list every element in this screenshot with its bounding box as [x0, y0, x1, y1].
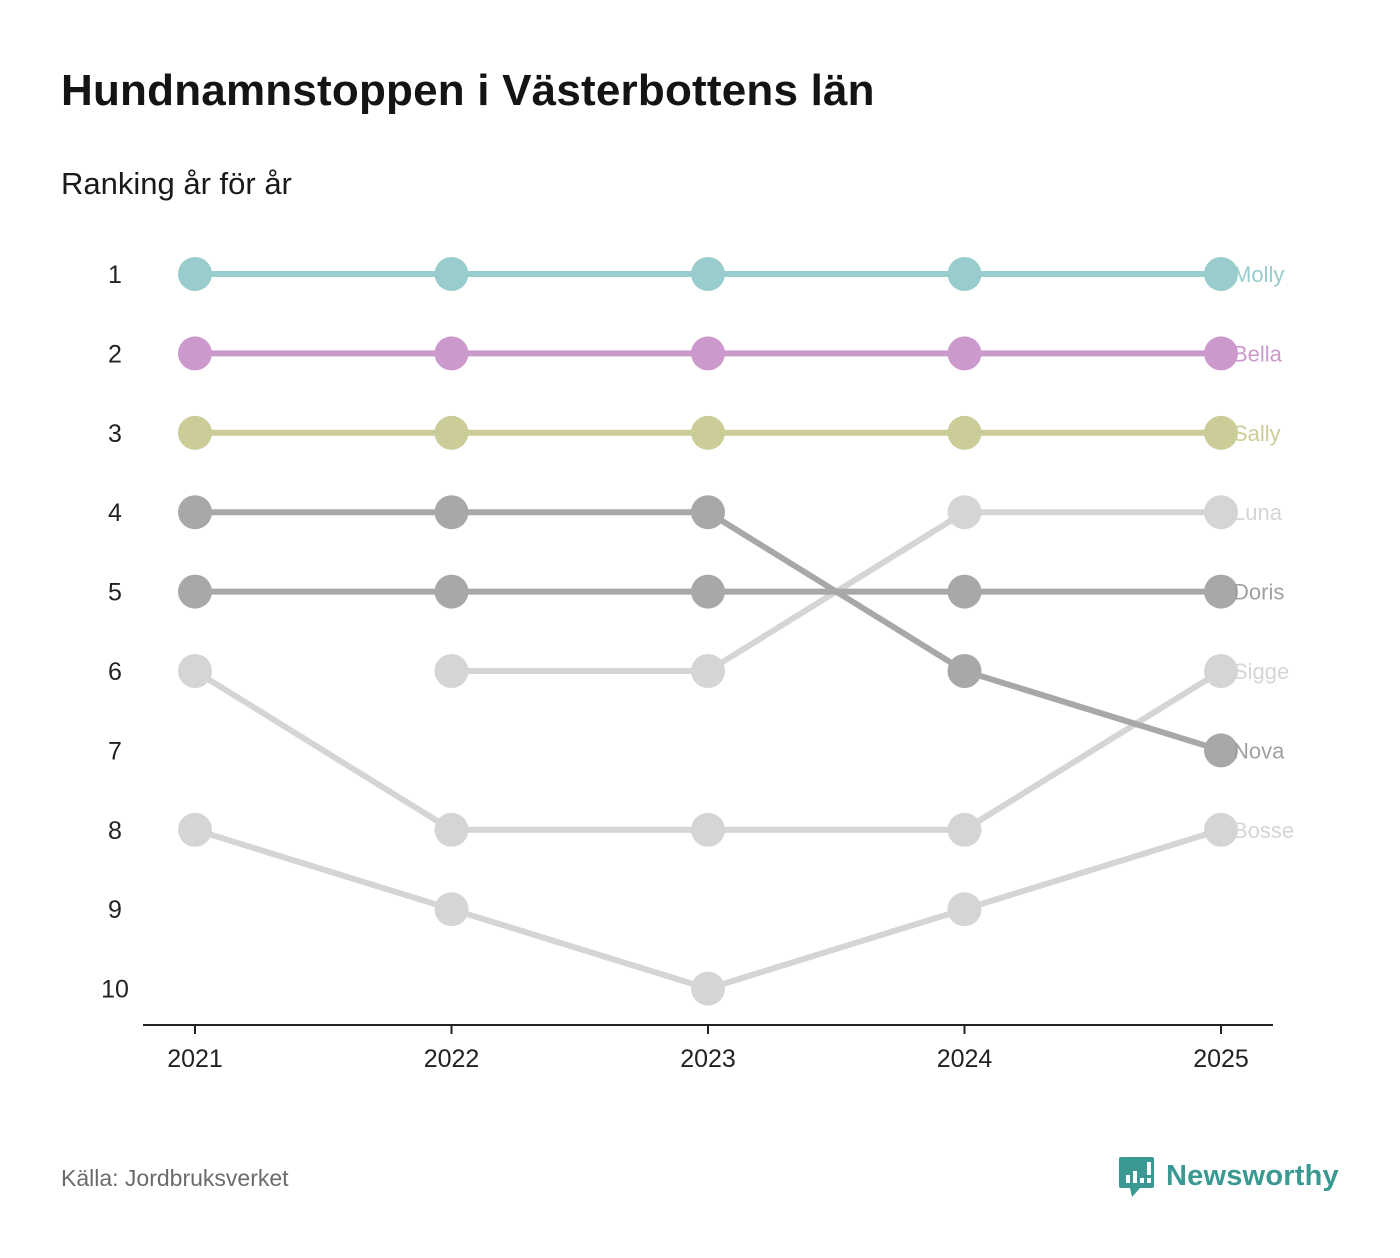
data-point-bella — [1204, 336, 1238, 371]
newsworthy-logo-icon — [1119, 1157, 1154, 1197]
series-lines — [192, 271, 1224, 992]
x-tick-label: 2025 — [1193, 1045, 1249, 1073]
series-line-sigge — [192, 668, 1224, 833]
series-label-bosse: Bosse — [1233, 818, 1294, 843]
series-label-doris: Doris — [1233, 580, 1284, 605]
data-point-molly — [1204, 257, 1238, 291]
data-point-bella — [691, 336, 725, 371]
data-point-sigge — [1204, 654, 1238, 688]
data-point-sigge — [178, 654, 212, 688]
data-point-nova — [434, 495, 469, 530]
y-tick-label: 10 — [101, 976, 129, 1004]
y-tick-label: 8 — [108, 817, 122, 845]
data-point-molly — [947, 257, 982, 291]
y-tick-label: 1 — [108, 261, 122, 289]
data-point-bosse — [434, 892, 469, 927]
data-point-bella — [434, 336, 469, 371]
series-label-sally: Sally — [1233, 421, 1281, 446]
data-point-sally — [947, 415, 982, 450]
data-point-doris — [434, 574, 469, 609]
y-tick-label: 7 — [108, 737, 122, 765]
x-tick-label: 2023 — [680, 1045, 736, 1073]
series-label-luna: Luna — [1233, 500, 1283, 525]
y-tick-label: 2 — [108, 340, 122, 368]
axes: 1 2 3 4 5 6 7 8 9 10 2021 2022 2023 2024 2025 — [101, 261, 1273, 1073]
data-point-bosse — [947, 892, 982, 927]
series-line-bosse — [192, 826, 1224, 992]
series-points — [178, 257, 1238, 1006]
data-point-molly — [434, 257, 469, 291]
data-point-sally — [178, 415, 212, 450]
y-tick-label: 6 — [108, 658, 122, 686]
data-point-sally — [691, 415, 725, 450]
data-point-bosse — [691, 971, 725, 1006]
data-point-bosse — [1204, 812, 1238, 847]
y-tick-label: 4 — [108, 499, 122, 527]
brand-name: Newsworthy — [1166, 1159, 1339, 1192]
data-point-luna — [691, 654, 725, 688]
data-point-sigge — [947, 812, 982, 847]
data-point-sally — [434, 415, 469, 450]
data-point-molly — [178, 257, 212, 291]
data-point-nova — [691, 495, 725, 530]
series-labels: Luna Sigge Bosse Doris Nova Molly Bella Sally — [1233, 262, 1294, 843]
data-point-molly — [691, 257, 725, 291]
data-point-doris — [691, 574, 725, 609]
series-label-bella: Bella — [1233, 341, 1283, 366]
data-point-nova — [178, 495, 212, 530]
source-note: Källa: Jordbruksverket — [61, 1165, 289, 1191]
data-point-nova — [1204, 733, 1238, 768]
data-point-doris — [947, 574, 982, 609]
brand-logo[interactable]: Newsworthy — [1118, 1154, 1339, 1198]
chart-subtitle: Ranking år för år — [61, 166, 292, 201]
data-point-bosse — [178, 812, 212, 847]
series-label-nova: Nova — [1233, 738, 1285, 763]
data-point-doris — [178, 574, 212, 609]
data-point-bella — [947, 336, 982, 371]
x-tick-label: 2024 — [937, 1045, 993, 1073]
data-point-sigge — [691, 812, 725, 847]
series-label-molly: Molly — [1233, 262, 1284, 287]
x-tick-label: 2021 — [167, 1045, 223, 1073]
series-line-nova — [192, 509, 1224, 754]
data-point-sally — [1204, 415, 1238, 450]
data-point-sigge — [434, 812, 469, 847]
data-point-luna — [434, 654, 469, 688]
chart-title: Hundnamnstoppen i Västerbottens län — [61, 66, 875, 115]
data-point-nova — [947, 654, 982, 688]
data-point-bella — [178, 336, 212, 371]
y-tick-label: 3 — [108, 420, 122, 448]
data-point-luna — [947, 495, 982, 530]
data-point-doris — [1204, 574, 1238, 609]
data-point-luna — [1204, 495, 1238, 530]
y-tick-label: 5 — [108, 579, 122, 607]
series-label-sigge: Sigge — [1233, 659, 1289, 684]
x-tick-label: 2022 — [424, 1045, 480, 1073]
y-tick-label: 9 — [108, 896, 122, 924]
